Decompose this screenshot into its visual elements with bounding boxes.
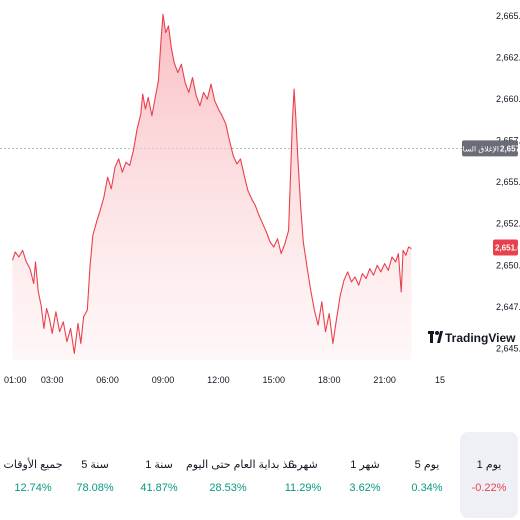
x-tick-label: 09:00	[152, 375, 175, 385]
tab-label: 6 شهر	[288, 459, 318, 471]
period-tabs: 1 يوم -0.22% 5 يوم 0.34% 1 شهر 3.62% 6 ش…	[0, 432, 520, 518]
tab-label: 5 سنة	[81, 459, 109, 471]
tab-change: 12.74%	[14, 482, 52, 494]
tab-1-day[interactable]: 1 يوم -0.22%	[460, 432, 518, 518]
tab-label: 1 يوم	[476, 459, 502, 471]
y-tick-label: 2,652.50	[496, 219, 520, 229]
tab-change: 11.29%	[284, 482, 322, 494]
tab-change: 78.08%	[76, 482, 114, 494]
previous-close-label: الإغلاق السابق	[454, 144, 499, 153]
tab-5-days[interactable]: 5 يوم 0.34%	[398, 432, 456, 518]
y-tick-label: 2,650.00	[496, 260, 520, 270]
y-tick-label: 2,662.50	[496, 53, 520, 63]
tab-change: 3.62%	[349, 482, 381, 494]
tab-change: 41.87%	[140, 482, 178, 494]
tab-label: جميع الأوقات	[3, 459, 63, 471]
y-tick-label: 2,660.00	[496, 94, 520, 104]
tradingview-watermark: TradingView	[428, 331, 516, 345]
last-price-value: 2,651.07	[495, 243, 520, 252]
last-price-badge: 2,651.07	[493, 239, 520, 256]
y-tick-label: 2,655.00	[496, 177, 520, 187]
tab-5-years[interactable]: 5 سنة 78.08%	[66, 432, 124, 518]
tab-change: -0.22%	[471, 482, 507, 494]
tab-change: 28.53%	[209, 482, 247, 494]
x-tick-label: 03:00	[41, 375, 64, 385]
tab-6-months[interactable]: 6 شهر 11.29%	[274, 432, 332, 518]
tab-year-to-date[interactable]: منذ بداية العام حتى اليوم 28.53%	[186, 432, 298, 518]
y-tick-label: 2,665.00	[496, 11, 520, 21]
tab-label: 5 يوم	[414, 459, 440, 471]
price-line	[11, 13, 412, 354]
tab-label: 1 شهر	[350, 459, 380, 471]
price-area	[12, 14, 412, 361]
y-tick-label: 2,647.50	[496, 302, 520, 312]
tab-1-year[interactable]: 1 سنة 41.87%	[130, 432, 188, 518]
watermark-text: TradingView	[445, 331, 516, 345]
x-tick-label: 06:00	[96, 375, 119, 385]
x-tick-label: 15:00	[263, 375, 286, 385]
x-tick-label: 21:00	[373, 375, 396, 385]
price-chart[interactable]: 2,665.002,662.502,660.002,657.502,655.00…	[0, 0, 520, 395]
previous-close-value: 2,657.03	[500, 144, 520, 153]
tab-all-time[interactable]: جميع الأوقات 12.74%	[2, 432, 64, 518]
tab-label: 1 سنة	[145, 459, 173, 471]
tab-1-month[interactable]: 1 شهر 3.62%	[336, 432, 394, 518]
previous-close-badge: الإغلاق السابق 2,657.03	[454, 140, 520, 157]
tab-change: 0.34%	[411, 482, 443, 494]
x-axis: 01:00 03:00 06:00 09:00 12:00 15:00 18:00 21:00…	[4, 375, 445, 385]
y-tick-label: 2,645.00	[496, 343, 520, 353]
y-axis: 2,665.002,662.502,660.002,657.502,655.00…	[496, 11, 520, 353]
x-tick-label: 12:00	[207, 375, 230, 385]
tab-label: منذ بداية العام حتى اليوم	[186, 459, 298, 471]
x-tick-label: 18:00	[318, 375, 341, 385]
x-tick-label: 15	[435, 375, 445, 385]
x-tick-label: 01:00	[4, 375, 27, 385]
tradingview-logo-icon	[428, 331, 443, 343]
